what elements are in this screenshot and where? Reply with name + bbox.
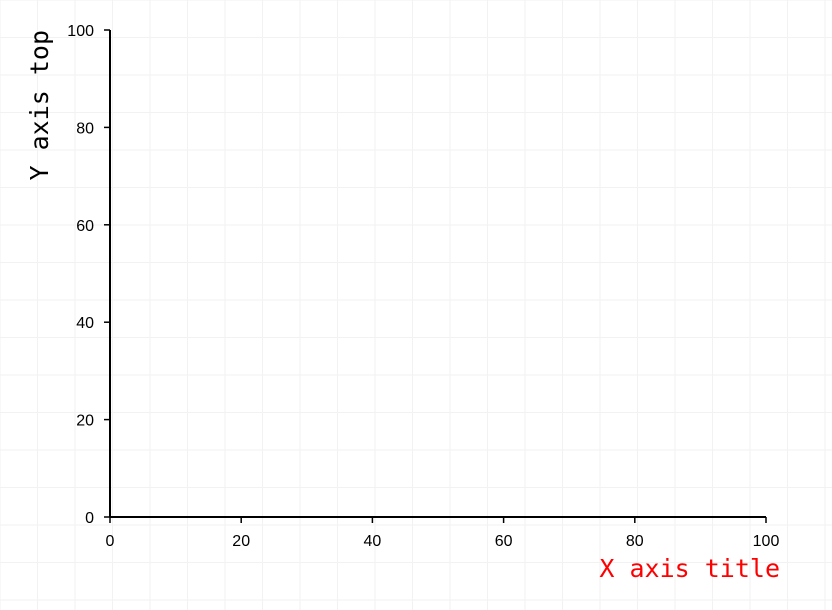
x-tick-label: 80 (626, 533, 644, 550)
x-tick-label: 20 (232, 533, 250, 550)
x-tick-label: 100 (753, 533, 780, 550)
x-tick-label: 0 (106, 533, 115, 550)
y-tick-layer: 0 20 40 60 80 100 (67, 23, 110, 527)
y-axis-title: Y axis top (25, 30, 54, 181)
y-tick-label: 60 (76, 218, 94, 235)
x-tick-label: 40 (364, 533, 382, 550)
y-tick-label: 0 (85, 510, 94, 527)
x-axis-title: X axis title (599, 554, 780, 583)
y-tick-label: 80 (76, 120, 94, 137)
y-tick-label: 40 (76, 315, 94, 332)
y-tick-label: 20 (76, 413, 94, 430)
y-tick-label: 100 (67, 23, 94, 40)
axis-layer (109, 30, 766, 518)
x-tick-label: 60 (495, 533, 513, 550)
x-tick-layer: 0 20 40 60 80 100 (106, 517, 780, 550)
